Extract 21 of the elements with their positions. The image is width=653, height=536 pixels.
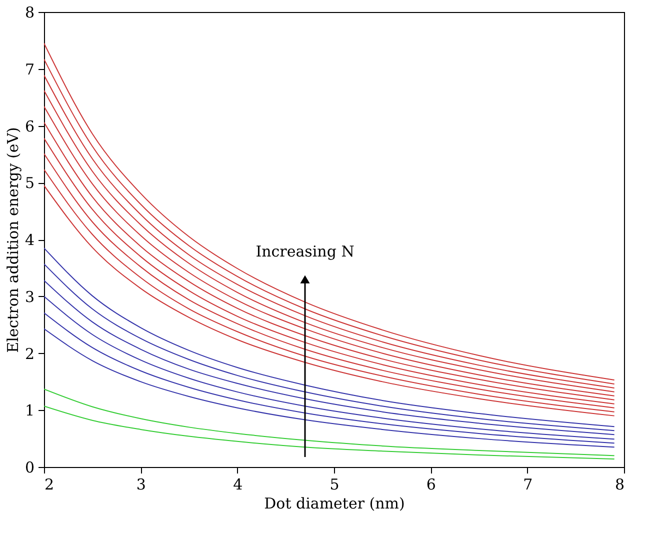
y-axis-title: Electron addition energy (eV): [4, 127, 22, 353]
line-series: [44, 388, 615, 456]
y-tick-label: 1: [24, 402, 34, 420]
x-axis-title: Dot diameter (nm): [264, 494, 405, 512]
y-tick-label: 2: [24, 344, 34, 363]
x-tick-label: 5: [330, 476, 340, 494]
annotation: Increasing N: [256, 242, 354, 260]
x-tick-label: 2: [44, 476, 54, 494]
y-tick-label: 6: [24, 117, 34, 136]
x-tick-label: 4: [233, 476, 243, 494]
y-tick-label: 3: [24, 288, 34, 306]
x-tick-label: 6: [426, 476, 436, 494]
y-tick-label: 5: [24, 174, 34, 192]
y-tick-label: 4: [24, 231, 34, 249]
x-tick-label: 8: [614, 476, 624, 494]
x-tick-label: 7: [523, 476, 533, 494]
y-tick-label: 8: [24, 4, 34, 22]
x-tick-label: 3: [136, 476, 146, 494]
y-tick-label: 0: [24, 458, 34, 476]
line-series: [44, 406, 615, 460]
y-tick-label: 7: [24, 60, 34, 78]
